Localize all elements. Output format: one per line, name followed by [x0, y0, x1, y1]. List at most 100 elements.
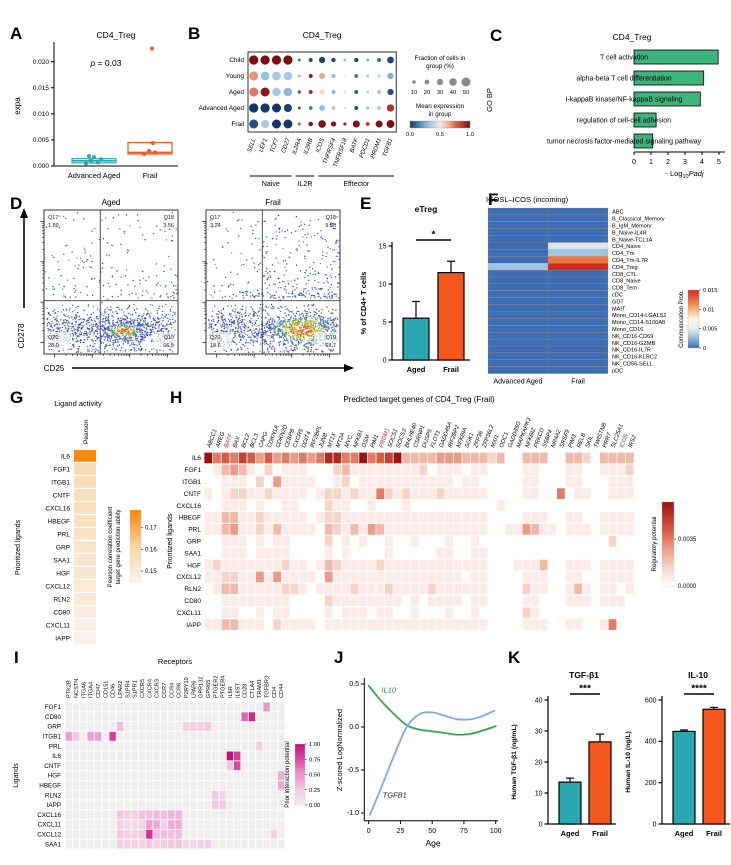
svg-text:Advanced Aged: Advanced Aged: [68, 171, 121, 180]
svg-text:0: 0: [703, 346, 706, 352]
svg-text:0: 0: [632, 159, 636, 166]
svg-text:MAIT: MAIT: [612, 306, 626, 312]
svg-text:1.89: 1.89: [48, 223, 59, 229]
svg-text:Efftector: Efftector: [343, 181, 370, 188]
svg-text:CCR6: CCR6: [177, 683, 183, 698]
svg-text:IL2RB: IL2RB: [303, 138, 314, 156]
svg-text:Q18: Q18: [164, 215, 174, 221]
svg-text:IL6: IL6: [61, 454, 70, 461]
svg-text:3.56: 3.56: [163, 223, 174, 229]
svg-text:LPAR6: LPAR6: [191, 681, 197, 698]
svg-text:CD278: CD278: [17, 323, 26, 348]
svg-text:0.16: 0.16: [145, 547, 157, 553]
svg-text:Prioritized ligands: Prioritized ligands: [167, 513, 174, 569]
svg-text:CXCL12: CXCL12: [37, 832, 61, 839]
svg-text:CD4_Treg: CD4_Treg: [303, 30, 342, 40]
svg-text:0.15: 0.15: [145, 569, 157, 575]
svg-text:Young: Young: [226, 73, 245, 80]
panel-a-label: A: [10, 24, 23, 43]
svg-text:FGF1: FGF1: [184, 467, 201, 474]
svg-text:regulation of cell-cell adhesi: regulation of cell-cell adhesion: [577, 118, 671, 125]
svg-text:CD47: CD47: [96, 684, 102, 698]
svg-text:GPR65: GPR65: [206, 680, 212, 698]
svg-text:GDT: GDT: [612, 299, 624, 305]
linechart-cytokine-age: 0.5 0.0 -0.5 -1.0 0 25 50 75 100 Age Z-scored LogN…: [335, 678, 502, 848]
svg-text:CD8_CTL: CD8_CTL: [612, 272, 637, 278]
svg-text:GPR132: GPR132: [199, 677, 205, 698]
barchart-go-bp-enrichment: CD4_Treg GO BP T cell activation alpha-beta…: [485, 32, 725, 180]
svg-text:Mono_CD14-LGALS2: Mono_CD14-LGALS2: [612, 313, 666, 319]
svg-text:0.020: 0.020: [33, 59, 50, 66]
svg-text:FGF1: FGF1: [53, 467, 70, 474]
svg-text:Q20: Q20: [210, 335, 220, 341]
svg-text:OSM: OSM: [361, 434, 371, 449]
svg-text:HBEGF: HBEGF: [39, 783, 61, 790]
svg-text:Q17: Q17: [48, 215, 58, 221]
svg-text:FLOT1: FLOT1: [430, 430, 442, 449]
svg-text:****: ****: [691, 684, 707, 695]
svg-text:PIM3: PIM3: [568, 433, 579, 448]
svg-text:Child: Child: [229, 57, 244, 64]
svg-text:in group: in group: [429, 111, 452, 118]
svg-text:MT2A: MT2A: [336, 432, 347, 449]
svg-text:alpha-beta T cell differentiat: alpha-beta T cell differentiation: [576, 76, 671, 83]
svg-text:GRP: GRP: [187, 538, 201, 545]
svg-text:Q19: Q19: [326, 335, 336, 341]
svg-text:TRAM1: TRAM1: [257, 679, 263, 698]
svg-text:HGF: HGF: [56, 571, 70, 578]
svg-text:Q20: Q20: [48, 335, 58, 341]
svg-text:CD44: CD44: [279, 684, 285, 698]
svg-text:CD4: CD4: [272, 687, 278, 698]
svg-text:B_Naive-IL4R: B_Naive-IL4R: [612, 230, 647, 236]
svg-text:group (%): group (%): [426, 63, 454, 70]
svg-text:CD27: CD27: [281, 137, 292, 154]
svg-text:SKIL: SKIL: [585, 435, 595, 449]
svg-text:NK_CD16-GZMB: NK_CD16-GZMB: [612, 341, 655, 347]
svg-text:LPAR2: LPAR2: [118, 681, 124, 698]
svg-text:CNTF: CNTF: [184, 491, 201, 498]
svg-text:4: 4: [700, 159, 704, 166]
svg-text:CD25: CD25: [44, 364, 65, 373]
panel-k-label: K: [508, 648, 521, 667]
svg-text:IL2R: IL2R: [298, 181, 313, 188]
svg-text:30: 30: [535, 728, 543, 735]
svg-text:JUNB: JUNB: [318, 432, 329, 449]
svg-text:ABC: ABC: [612, 210, 624, 216]
svg-text:0.0: 0.0: [349, 724, 359, 731]
svg-text:20: 20: [535, 759, 543, 766]
svg-text:p = 0.03: p = 0.03: [90, 58, 122, 68]
svg-text:RLN2: RLN2: [53, 597, 70, 604]
svg-text:T cell activation: T cell activation: [600, 55, 648, 62]
svg-text:200: 200: [645, 780, 657, 787]
svg-text:CXCL11: CXCL11: [46, 623, 70, 630]
svg-text:0.0000: 0.0000: [678, 584, 697, 590]
flow-points-frail: [205, 211, 341, 353]
svg-text:30: 30: [437, 90, 443, 96]
flow-points-aged: [43, 212, 178, 353]
svg-text:Frail: Frail: [231, 121, 244, 128]
svg-text:0.00: 0.00: [309, 803, 320, 809]
svg-text:% of CD4+ T cells: % of CD4+ T cells: [359, 272, 368, 335]
svg-text:Frail: Frail: [265, 198, 281, 207]
svg-text:CXCL12: CXCL12: [45, 584, 70, 591]
svg-text:pDC: pDC: [612, 368, 623, 374]
svg-text:HBEGF: HBEGF: [179, 515, 201, 522]
svg-text:CXCL11: CXCL11: [177, 610, 201, 617]
svg-text:CD80: CD80: [184, 598, 201, 605]
svg-text:PRL: PRL: [57, 532, 70, 539]
svg-text:Mono_CD16: Mono_CD16: [612, 327, 643, 333]
svg-text:Pearson correlation coefficien: Pearson correlation coefficient: [108, 506, 114, 587]
panel-j-label: J: [334, 648, 344, 667]
svg-text:ICOSL–ICOS (incoming): ICOSL–ICOS (incoming): [486, 195, 569, 204]
svg-text:20: 20: [424, 90, 430, 96]
svg-text:Aged: Aged: [407, 365, 426, 374]
svg-text:Frail: Frail: [443, 365, 459, 374]
svg-text:PIM1: PIM1: [370, 434, 380, 449]
svg-text:0.010: 0.010: [33, 111, 50, 118]
svg-text:10: 10: [535, 790, 543, 797]
svg-text:Regulatory potential: Regulatory potential: [651, 516, 658, 571]
svg-text:B_IgM_Memory: B_IgM_Memory: [612, 224, 652, 230]
flow-cytometry-cd25-cd278: CD278 CD25 Aged Q17 1.89 Q18 3.56 Q20 28.0 Q19 66.…: [17, 198, 354, 373]
svg-text:MXI1: MXI1: [490, 434, 500, 449]
